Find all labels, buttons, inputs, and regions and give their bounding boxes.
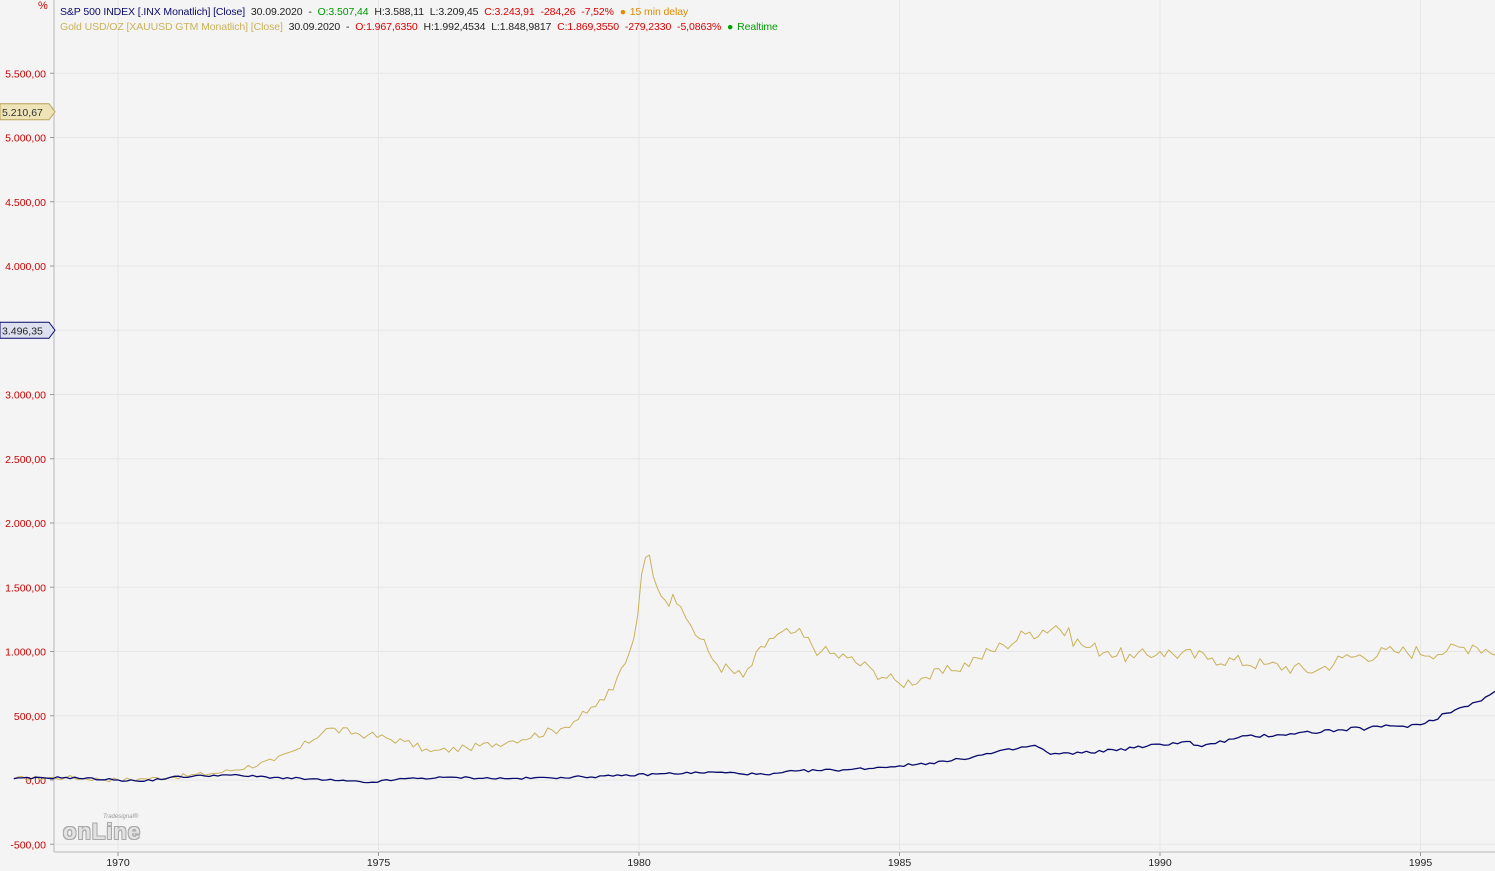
y-tick-label: 1.500,00 (5, 582, 46, 594)
x-tick-label: 1980 (627, 857, 651, 869)
legend-sp500-name: S&P 500 INDEX [.INX Monatlich] [Close] (60, 6, 246, 18)
series-lines (13, 554, 1495, 784)
gold-last-value-marker (0, 103, 56, 121)
legend-gold-change: -279,2330 (624, 21, 672, 33)
gold-series-line (13, 554, 1495, 783)
x-tick-label: 1990 (1148, 857, 1172, 869)
x-tick-label: 1970 (106, 857, 130, 869)
y-tick-label: 4.500,00 (5, 197, 46, 209)
legend-gold-close: C:1.869,3550 (557, 21, 619, 33)
legend-sp500-change-pct: -7,52% (581, 6, 614, 18)
gridlines (55, 0, 1495, 852)
y-tick-label: 1.000,00 (5, 647, 46, 659)
last-value-markers: 5.210,67 3.496,35 (0, 103, 56, 339)
sp500-last-value-marker (0, 321, 56, 339)
legend-sp500-change: -284,26 (540, 6, 576, 18)
logo-brand-main: onLine (63, 819, 142, 844)
legend-gold-date: 30.09.2020 (288, 21, 341, 33)
percent-unit-label: % (38, 0, 48, 12)
y-tick-label: 3.000,00 (5, 390, 46, 402)
y-tick-label: 4.000,00 (5, 261, 46, 273)
legend-sp500-open: O:3.507,44 (317, 6, 369, 18)
legend-gold-open: O:1.967,6350 (355, 21, 418, 33)
y-tick-label: 5.000,00 (5, 133, 46, 145)
x-tick-label: 1975 (367, 857, 391, 869)
legend-gold-change-pct: -5,0863% (677, 21, 722, 33)
legend-sp500-status-dot: ● (619, 6, 626, 18)
sp500-last-value-label: 3.496,35 (2, 325, 43, 337)
y-tick-label: 2.500,00 (5, 454, 46, 466)
legend-sp500-low: L:3.209,45 (429, 6, 479, 18)
legend-sp500[interactable]: S&P 500 INDEX [.INX Monatlich] [Close] 3… (60, 6, 691, 18)
legend-gold-status-dot: ● (727, 21, 734, 33)
legend-sp500-status: 15 min delay (629, 6, 689, 18)
legend-gold-low: L:1.848,9817 (491, 21, 552, 33)
x-tick-label: 1995 (1409, 857, 1433, 869)
y-tick-label: 2.000,00 (5, 518, 46, 530)
legend-sp500-sep: - (308, 6, 312, 18)
y-tick-label: 5.500,00 (5, 68, 46, 80)
legend-gold[interactable]: Gold USD/OZ [XAUUSD GTM Monatlich] [Clos… (60, 21, 781, 33)
y-tick-label: 500,00 (14, 711, 46, 723)
legend-gold-status: Realtime (737, 21, 778, 33)
axis-ticks: -500,000,00500,001.000,001.500,002.000,0… (5, 68, 1433, 869)
logo-brand-small: Tradesignal® (103, 814, 139, 820)
legend-gold-high: H:1.992,4534 (423, 21, 486, 33)
legend-sp500-high: H:3.588,11 (374, 6, 424, 18)
legend-gold-sep: - (346, 21, 350, 33)
legend-sp500-date: 30.09.2020 (250, 6, 303, 18)
tradesignal-online-logo: Tradesignal® onLine (63, 811, 163, 845)
gold-last-value-label: 5.210,67 (2, 107, 43, 119)
y-tick-label: -500,00 (10, 839, 46, 851)
sp500-series-line (13, 690, 1495, 784)
x-tick-label: 1985 (888, 857, 912, 869)
legend-sp500-close: C:3.243,91 (484, 6, 535, 18)
legend-gold-name: Gold USD/OZ [XAUUSD GTM Monatlich] [Clos… (60, 21, 283, 33)
